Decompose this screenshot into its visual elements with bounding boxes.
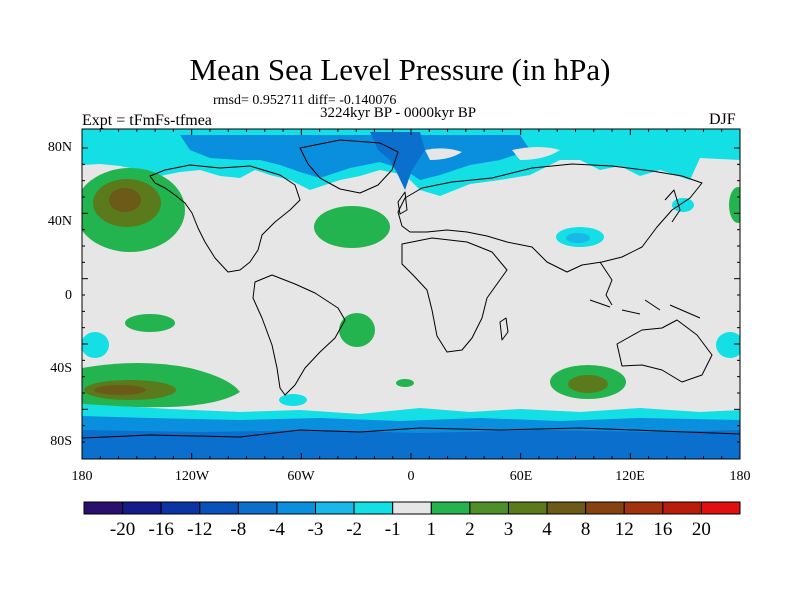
coast-indonesia — [589, 299, 701, 319]
colorbar-label: 3 — [503, 519, 514, 540]
coast-uk — [397, 191, 408, 215]
colorbar-label: -16 — [148, 519, 174, 540]
coast-africa — [401, 237, 508, 353]
coast-antarctica — [82, 427, 740, 439]
lat-label-40n: 40N — [47, 214, 72, 229]
colorbar-swatch — [623, 501, 664, 515]
coast-japan — [664, 189, 681, 223]
field-east-edge-high — [729, 187, 740, 223]
coastlines — [82, 139, 740, 439]
lat-label-40s: 40S — [50, 361, 72, 376]
colorbar-label: 20 — [691, 519, 711, 540]
colorbar-label: -1 — [384, 519, 401, 540]
colorbar-swatch — [585, 501, 625, 515]
field-siberia-neutral — [566, 181, 614, 193]
lat-label-equator: 0 — [65, 288, 72, 303]
coast-indochina — [599, 261, 613, 306]
field-deep-low — [370, 132, 425, 190]
field-south-atlantic-high — [339, 313, 375, 347]
colorbar-swatch — [392, 501, 432, 515]
colorbar-label: -3 — [307, 519, 324, 540]
field-arctic-neutral-patch — [425, 148, 462, 160]
colorbar-label: 16 — [653, 519, 673, 540]
colorbar-label: -12 — [187, 519, 213, 540]
coast-north-america — [149, 164, 301, 273]
coast-south-america — [252, 274, 346, 396]
colorbar-label: -2 — [346, 519, 363, 540]
colorbar-swatch — [507, 501, 548, 515]
experiment-label: Expt = tFmFs-tfmea — [82, 112, 212, 129]
lon-label-60e: 60E — [509, 469, 533, 484]
colorbar-label: 8 — [580, 519, 591, 540]
pressure-field — [82, 129, 740, 459]
colorbar-label: 2 — [465, 519, 475, 540]
colorbar-label: 12 — [614, 519, 634, 540]
lon-label-180-west: 180 — [71, 469, 93, 484]
colorbar-label: -8 — [230, 519, 247, 540]
season-label: DJF — [709, 111, 736, 128]
coast-eurasia — [397, 163, 703, 273]
field-greenland-blue — [180, 135, 530, 180]
colorbar-swatch — [315, 501, 355, 515]
colorbar-swatch — [83, 501, 124, 515]
lon-label-120e: 120E — [615, 469, 645, 484]
colorbar-swatch — [237, 501, 278, 515]
colorbar-swatch — [353, 501, 394, 515]
field-south-atlantic-low — [279, 394, 307, 406]
field-asia-low — [566, 233, 590, 243]
colorbar — [83, 501, 741, 515]
lon-label-60w: 60W — [287, 469, 315, 484]
field-arctic-neutral-patch-2 — [512, 147, 560, 160]
coast-australia — [616, 319, 713, 383]
field-tropical-pacific-high — [125, 314, 175, 332]
colorbar-swatch — [662, 501, 702, 515]
field-indian-ocean-high-core — [568, 375, 608, 393]
time-period: 3224kyr BP - 0000kyr BP — [320, 105, 477, 121]
colorbar-label: -20 — [109, 519, 136, 540]
colorbar-swatch — [430, 501, 471, 515]
field-japan-low — [672, 198, 694, 212]
rmsd-diff-stats: rmsd= 0.952711 diff= -0.140076 — [213, 93, 397, 108]
coast-greenland — [299, 139, 399, 194]
field-pacific-low-west — [82, 332, 109, 358]
colorbar-swatch — [276, 501, 317, 515]
colorbar-swatch — [469, 501, 509, 515]
lon-label-180-east: 180 — [729, 469, 751, 484]
field-atlantic-high — [314, 206, 390, 248]
lon-label-0: 0 — [407, 469, 415, 484]
field-antarctic-deep-blue — [82, 430, 740, 459]
lon-label-120w: 120W — [174, 469, 210, 484]
lat-label-80n: 80N — [47, 140, 72, 155]
field-southern-pacific-high-max — [94, 385, 146, 395]
colorbar-swatch — [122, 501, 162, 515]
axis-ticks — [81, 129, 741, 459]
colorbar-label: 1 — [426, 519, 437, 540]
colorbar-label: 4 — [542, 519, 552, 540]
map-title: Mean Sea Level Pressure (in hPa) — [189, 52, 611, 87]
field-pacific-high-max — [109, 188, 141, 212]
field-pacific-low-east — [716, 332, 740, 358]
colorbar-swatch — [199, 501, 239, 515]
coast-madagascar — [499, 317, 509, 341]
colorbar-swatch — [700, 501, 741, 515]
colorbar-swatch — [160, 501, 201, 515]
field-small-high — [396, 379, 414, 387]
lat-label-80s: 80S — [50, 434, 72, 449]
colorbar-swatch — [546, 501, 587, 515]
colorbar-label: -4 — [269, 519, 285, 540]
